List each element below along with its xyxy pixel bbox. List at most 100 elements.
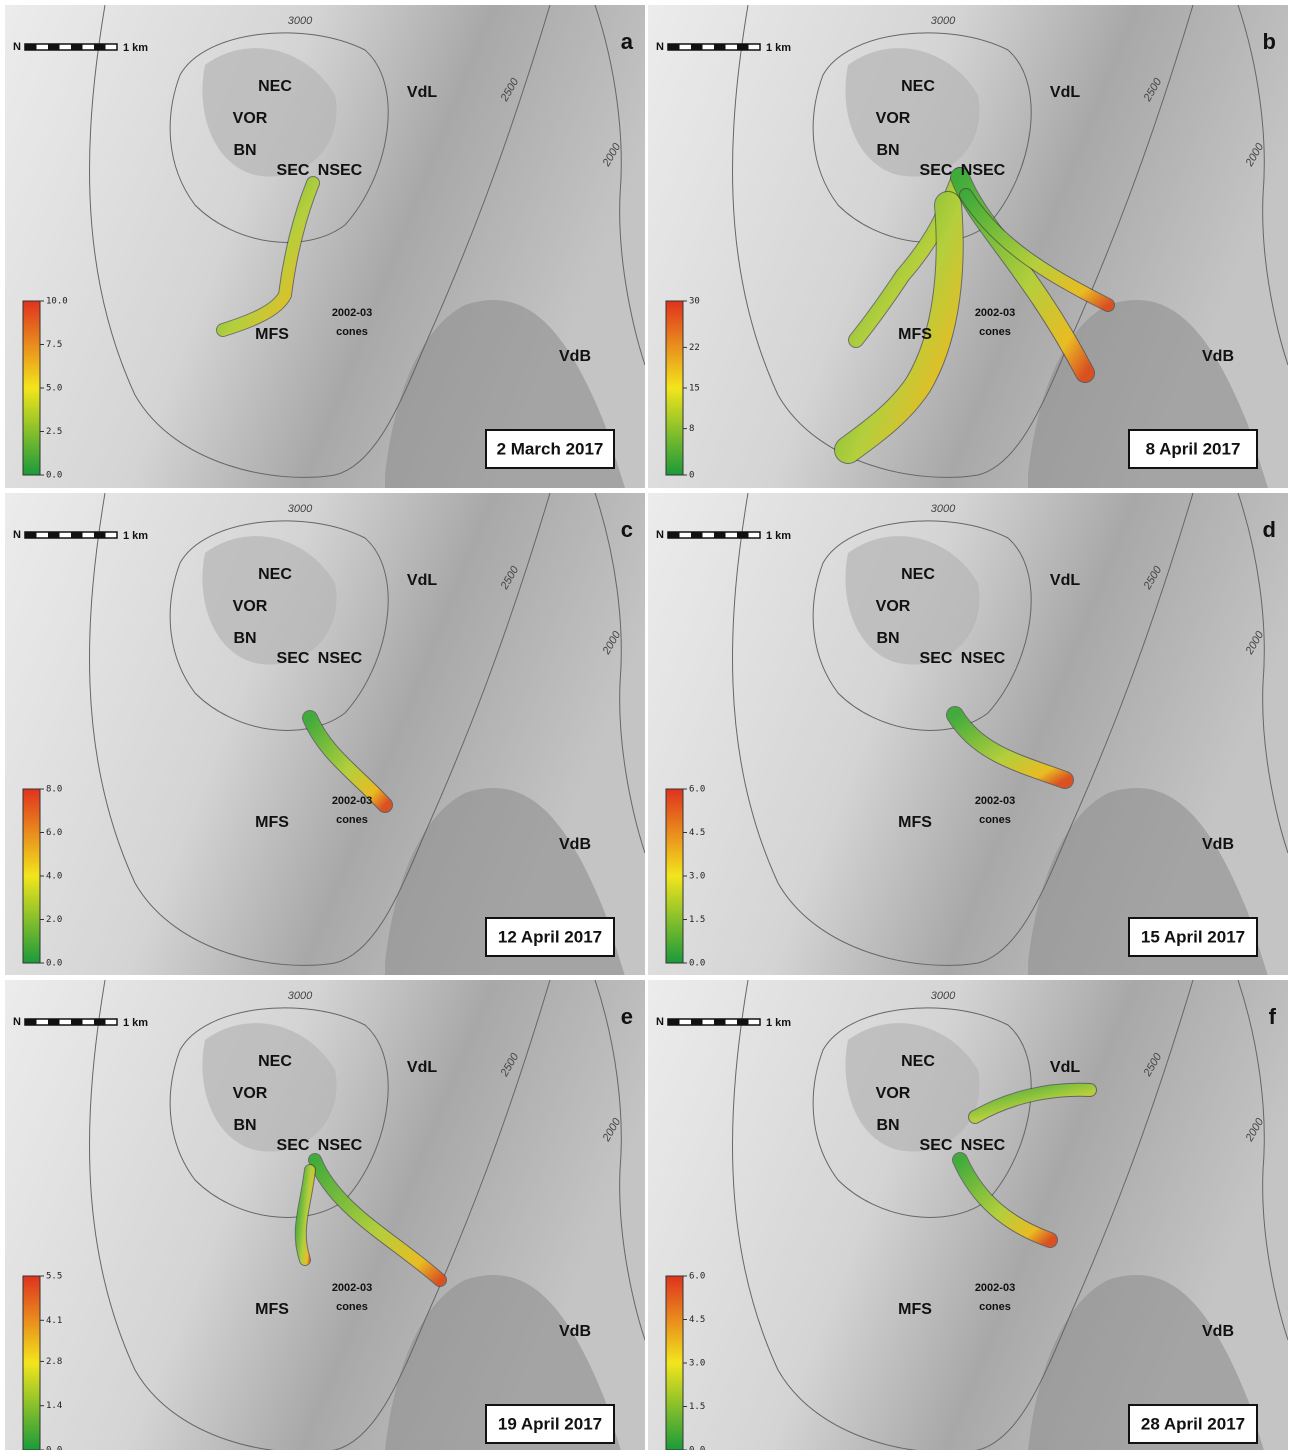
scale-bar-segment (94, 1019, 106, 1025)
colorbar-tick-label: 4.5 (689, 828, 705, 838)
colorbar-tick-label: 0 (689, 471, 694, 481)
colorbar-tick-label: 6.0 (689, 1272, 705, 1282)
date-label: 8 April 2017 (1146, 439, 1241, 458)
place-label: SEC (920, 162, 953, 179)
place-label: BN (876, 1117, 899, 1134)
place-label: VdB (1202, 348, 1234, 365)
place-label: NEC (901, 566, 935, 583)
scale-label: 1 km (123, 42, 148, 54)
place-label: NSEC (961, 650, 1006, 667)
scale-bar-segment (25, 44, 37, 50)
colorbar-tick-label: 3.0 (689, 872, 705, 882)
place-label: NEC (901, 78, 935, 95)
colorbar-tick-label: 0.0 (46, 1446, 62, 1450)
place-label: NSEC (961, 162, 1006, 179)
colorbar-tick-label: 1.5 (689, 915, 705, 925)
scale-bar-segment (94, 44, 106, 50)
place-label: SEC (277, 1137, 310, 1154)
scale-label: 1 km (766, 1017, 791, 1029)
colorbar-tick-label: 3.0 (689, 1359, 705, 1369)
place-label: NSEC (318, 162, 363, 179)
scale-bar-segment (48, 532, 60, 538)
place-label: BN (233, 630, 256, 647)
colorbar (23, 789, 40, 963)
scale-bar-segment (691, 1019, 703, 1025)
panel-letter: e (621, 1004, 633, 1029)
place-label: VdL (1050, 1059, 1080, 1076)
scale-label: 1 km (766, 42, 791, 54)
place-label: BN (233, 142, 256, 159)
place-label: BN (876, 142, 899, 159)
colorbar-tick-label: 4.0 (46, 872, 62, 882)
place-label: VdB (559, 1323, 591, 1340)
cones-label: 2002-03 (332, 1282, 372, 1294)
scale-bar-segment (714, 532, 726, 538)
scale-bar-segment (737, 44, 749, 50)
place-label: VdL (407, 1059, 437, 1076)
date-label: 2 March 2017 (497, 439, 604, 458)
colorbar (666, 789, 683, 963)
place-label: MFS (255, 1301, 289, 1318)
place-label: VdB (1202, 1323, 1234, 1340)
colorbar-tick-label: 6.0 (689, 785, 705, 795)
cones-label: 2002-03 (332, 795, 372, 807)
place-label: BN (233, 1117, 256, 1134)
cones-label: cones (336, 1301, 368, 1313)
contour-label: 3000 (288, 15, 313, 27)
scale-bar-segment (48, 44, 60, 50)
cones-label: cones (336, 326, 368, 338)
colorbar-tick-label: 15 (689, 384, 700, 394)
north-arrow: N (656, 529, 664, 541)
colorbar-tick-label: 0.0 (689, 1446, 705, 1450)
colorbar-tick-label: 5.5 (46, 1272, 62, 1282)
place-label: NEC (258, 1053, 292, 1070)
scale-bar-segment (48, 1019, 60, 1025)
colorbar-tick-label: 0.0 (46, 471, 62, 481)
scale-bar-segment (737, 1019, 749, 1025)
place-label: VdB (559, 348, 591, 365)
colorbar-tick-label: 4.5 (689, 1315, 705, 1325)
scale-bar-segment (25, 532, 37, 538)
north-arrow: N (13, 41, 21, 53)
scale-bar-segment (714, 1019, 726, 1025)
place-label: MFS (255, 326, 289, 343)
contour-label: 3000 (288, 990, 313, 1002)
place-label: VdL (407, 84, 437, 101)
panel-letter: f (1269, 1004, 1277, 1029)
north-arrow: N (13, 1016, 21, 1028)
contour-label: 3000 (288, 503, 313, 515)
date-label: 28 April 2017 (1141, 1414, 1245, 1433)
scale-bar-segment (71, 532, 83, 538)
scale-bar-segment (668, 532, 680, 538)
place-label: VdL (1050, 84, 1080, 101)
place-label: MFS (255, 814, 289, 831)
place-label: VdL (1050, 572, 1080, 589)
colorbar (666, 301, 683, 475)
panel-letter: b (1263, 29, 1276, 54)
colorbar-tick-label: 7.5 (46, 340, 62, 350)
scale-bar-segment (714, 44, 726, 50)
place-label: NEC (258, 566, 292, 583)
place-label: SEC (920, 1137, 953, 1154)
colorbar-tick-label: 5.0 (46, 384, 62, 394)
date-label: 12 April 2017 (498, 927, 602, 946)
cones-label: cones (979, 1301, 1011, 1313)
place-label: BN (876, 630, 899, 647)
scale-label: 1 km (123, 1017, 148, 1029)
colorbar (23, 301, 40, 475)
place-label: VOR (233, 110, 268, 127)
cones-label: 2002-03 (975, 307, 1015, 319)
colorbar-tick-label: 6.0 (46, 828, 62, 838)
place-label: SEC (277, 650, 310, 667)
date-label: 19 April 2017 (498, 1414, 602, 1433)
colorbar-tick-label: 2.5 (46, 427, 62, 437)
place-label: NEC (258, 78, 292, 95)
date-label: 15 April 2017 (1141, 927, 1245, 946)
contour-label: 3000 (931, 990, 956, 1002)
colorbar-tick-label: 8.0 (46, 785, 62, 795)
place-label: MFS (898, 326, 932, 343)
scale-bar-segment (691, 532, 703, 538)
colorbar (23, 1276, 40, 1450)
